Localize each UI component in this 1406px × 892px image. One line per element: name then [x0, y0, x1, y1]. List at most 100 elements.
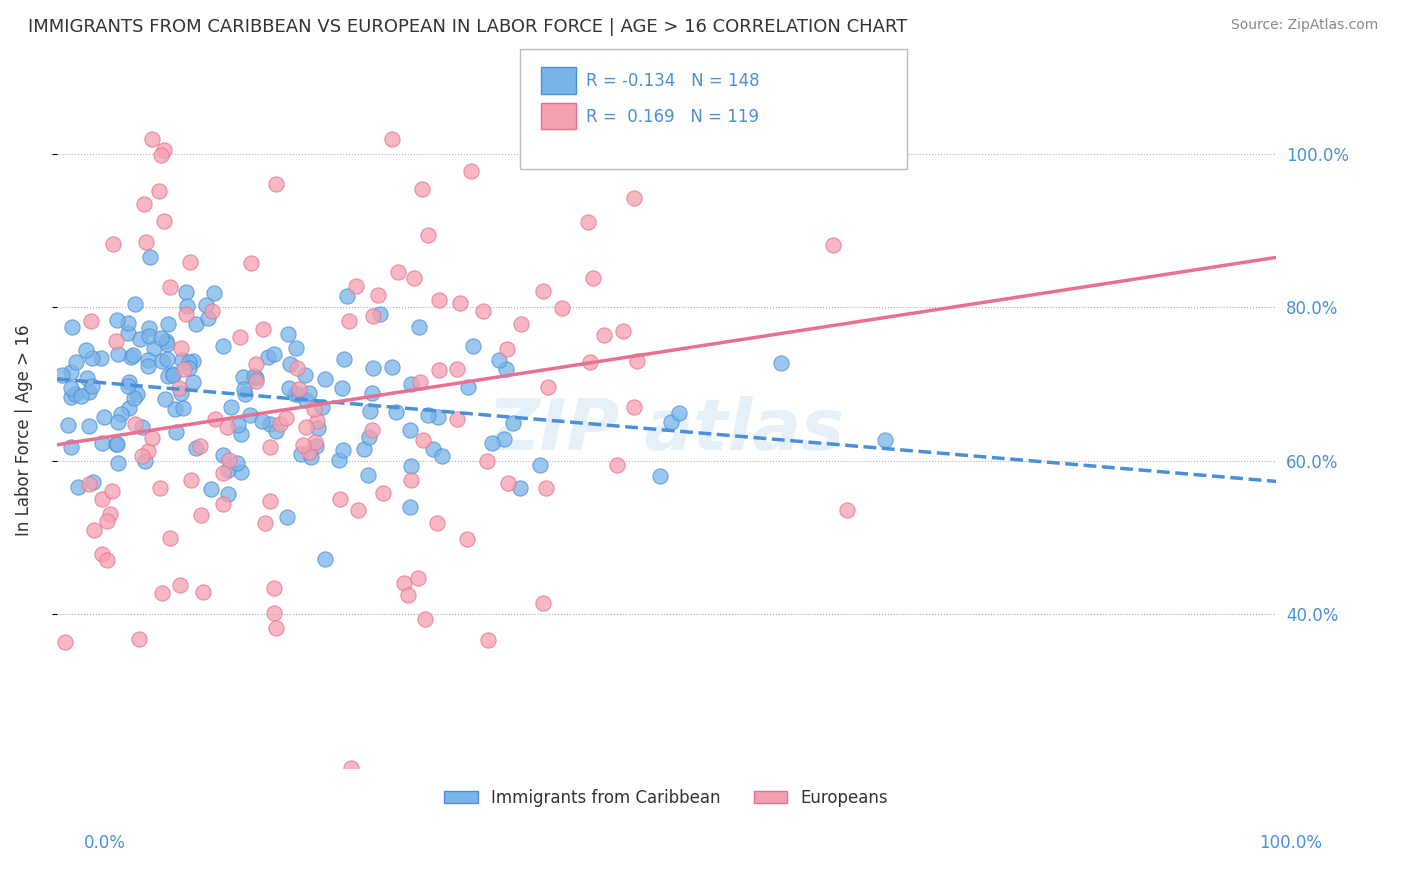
Point: [821, 237, 844, 252]
Y-axis label: In Labor Force | Age > 16: In Labor Force | Age > 16: [15, 325, 32, 536]
Point: [202, 285, 225, 300]
Point: [531, 596, 554, 610]
Point: [60, 381, 83, 395]
Point: [357, 467, 380, 482]
Point: [141, 431, 163, 445]
Point: [82, 351, 104, 366]
Point: [150, 148, 173, 162]
Point: [193, 584, 215, 599]
Point: [135, 235, 157, 249]
Point: [177, 355, 200, 369]
Point: [292, 438, 315, 452]
Point: [446, 411, 468, 425]
Point: [394, 575, 416, 590]
Point: [157, 368, 180, 383]
Point: [737, 131, 759, 145]
Point: [606, 458, 628, 472]
Point: [460, 164, 482, 178]
Point: [253, 516, 276, 531]
Text: R =  0.169   N = 119: R = 0.169 N = 119: [586, 108, 759, 126]
Point: [200, 482, 222, 496]
Point: [492, 432, 515, 446]
Point: [96, 552, 118, 566]
Point: [259, 440, 281, 454]
Point: [626, 354, 648, 368]
Point: [537, 380, 560, 394]
Point: [239, 409, 262, 423]
Point: [156, 317, 179, 331]
Point: [304, 434, 326, 449]
Point: [153, 214, 176, 228]
Point: [488, 353, 510, 368]
Point: [77, 418, 100, 433]
Point: [201, 303, 224, 318]
Point: [475, 454, 498, 468]
Point: [427, 293, 450, 308]
Point: [232, 369, 254, 384]
Point: [311, 400, 333, 414]
Point: [229, 465, 252, 479]
Point: [167, 381, 190, 395]
Point: [156, 351, 179, 366]
Point: [332, 352, 354, 367]
Point: [446, 362, 468, 376]
Point: [361, 423, 384, 437]
Point: [534, 481, 557, 495]
Point: [461, 339, 484, 353]
Text: R = -0.134   N = 148: R = -0.134 N = 148: [586, 72, 759, 90]
Point: [298, 386, 321, 401]
Point: [551, 301, 574, 315]
Point: [149, 481, 172, 495]
Point: [337, 314, 360, 328]
Point: [264, 424, 287, 438]
Legend: Immigrants from Caribbean, Europeans: Immigrants from Caribbean, Europeans: [437, 782, 894, 814]
Text: 100.0%: 100.0%: [1258, 834, 1322, 852]
Point: [579, 355, 602, 369]
Point: [138, 329, 160, 343]
Text: IMMIGRANTS FROM CARIBBEAN VS EUROPEAN IN LABOR FORCE | AGE > 16 CORRELATION CHAR: IMMIGRANTS FROM CARIBBEAN VS EUROPEAN IN…: [28, 18, 907, 36]
Point: [612, 325, 634, 339]
Point: [269, 417, 291, 431]
Point: [285, 360, 308, 375]
Point: [83, 524, 105, 538]
Point: [60, 365, 83, 379]
Point: [184, 441, 207, 455]
Point: [159, 531, 181, 545]
Point: [409, 375, 432, 389]
Point: [107, 457, 129, 471]
Point: [384, 405, 406, 419]
Point: [328, 452, 350, 467]
Point: [180, 473, 202, 487]
Point: [96, 514, 118, 528]
Point: [170, 386, 193, 401]
Text: ZIP atlas: ZIP atlas: [488, 396, 845, 465]
Point: [477, 632, 499, 647]
Point: [359, 404, 381, 418]
Point: [263, 606, 285, 620]
Point: [422, 442, 444, 456]
Point: [496, 342, 519, 356]
Point: [186, 317, 208, 331]
Point: [212, 448, 235, 462]
Point: [302, 402, 325, 417]
Point: [117, 326, 139, 340]
Point: [153, 392, 176, 406]
Point: [284, 387, 307, 401]
Point: [217, 463, 239, 477]
Point: [155, 334, 177, 349]
Point: [148, 184, 170, 198]
Point: [141, 131, 163, 145]
Point: [837, 503, 859, 517]
Point: [361, 309, 384, 323]
Point: [668, 407, 690, 421]
Point: [232, 382, 254, 396]
Point: [177, 361, 200, 376]
Point: [217, 487, 239, 501]
Point: [229, 330, 252, 344]
Point: [153, 143, 176, 157]
Point: [408, 320, 430, 334]
Point: [67, 480, 90, 494]
Point: [129, 332, 152, 346]
Point: [176, 300, 198, 314]
Point: [120, 350, 142, 364]
